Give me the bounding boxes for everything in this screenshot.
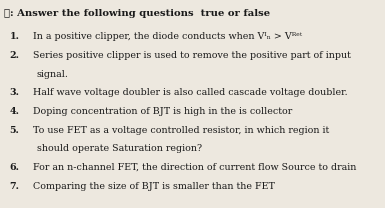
Text: Comparing the size of BJT is smaller than the FET: Comparing the size of BJT is smaller tha… (33, 182, 275, 191)
Text: Half wave voltage doubler is also called cascade voltage doubler.: Half wave voltage doubler is also called… (33, 88, 347, 97)
Text: To use FET as a voltage controlled resistor, in which region it: To use FET as a voltage controlled resis… (33, 125, 329, 135)
Text: 1.: 1. (10, 32, 20, 41)
Text: 3.: 3. (10, 88, 20, 97)
Text: In a positive clipper, the diode conducts when Vᴵₙ > Vᴿᵉᵗ: In a positive clipper, the diode conduct… (33, 32, 302, 41)
Text: Doping concentration of BJT is high in the is collector: Doping concentration of BJT is high in t… (33, 107, 292, 116)
Text: Series positive clipper is used to remove the positive part of input: Series positive clipper is used to remov… (33, 51, 351, 60)
Text: 2.: 2. (10, 51, 20, 60)
Text: 7.: 7. (10, 182, 20, 191)
Text: 4.: 4. (10, 107, 20, 116)
Text: 6.: 6. (10, 163, 20, 172)
Text: should operate Saturation region?: should operate Saturation region? (37, 144, 202, 153)
Text: 5.: 5. (10, 125, 20, 135)
Text: signal.: signal. (37, 69, 69, 79)
Text: ❘: Answer the following questions  true or false: ❘: Answer the following questions true o… (4, 9, 270, 18)
Text: For an n-channel FET, the direction of current flow Source to drain: For an n-channel FET, the direction of c… (33, 163, 356, 172)
